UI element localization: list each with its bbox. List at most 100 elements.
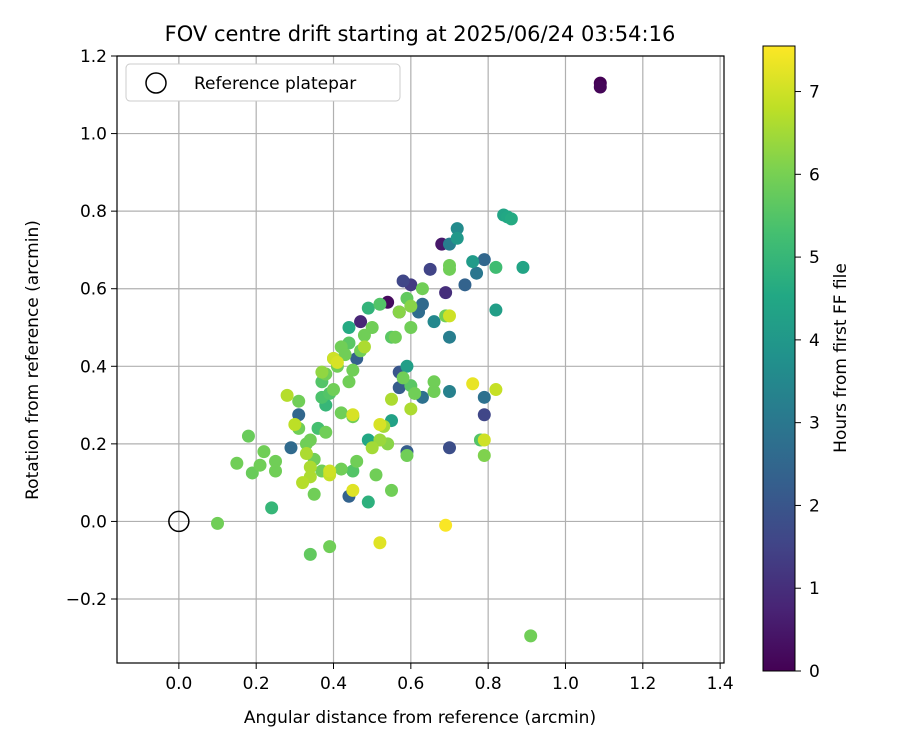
data-point (404, 321, 418, 335)
data-point (280, 388, 294, 402)
y-tick-label: 0.6 (80, 280, 107, 300)
data-point (241, 429, 255, 443)
data-point (442, 384, 456, 398)
data-point (334, 462, 348, 476)
colorbar-tick-label: 4 (809, 331, 820, 351)
data-point (265, 501, 279, 515)
data-point (450, 222, 464, 236)
y-tick-label: 0.0 (80, 512, 107, 532)
data-point (327, 383, 341, 397)
legend-reference-icon (145, 72, 167, 94)
colorbar-tick-label: 3 (809, 414, 820, 434)
data-point (477, 390, 491, 404)
data-point (489, 383, 503, 397)
x-tick-label: 0.2 (243, 674, 270, 694)
data-point (404, 402, 418, 416)
colorbar-tick-label: 1 (809, 579, 820, 599)
data-point (269, 464, 283, 478)
data-point (477, 448, 491, 462)
data-point (423, 262, 437, 276)
data-point (361, 495, 375, 509)
colorbar-tick-label: 6 (809, 165, 820, 185)
data-point (392, 305, 406, 319)
data-point (346, 408, 360, 422)
data-point (400, 359, 414, 373)
data-point (442, 441, 456, 455)
x-axis-ticks: 0.0 0.2 0.4 0.6 0.8 1.0 1.2 1.4 (165, 663, 734, 694)
data-point (450, 231, 464, 245)
data-point (342, 375, 356, 389)
data-point (296, 476, 310, 490)
colorbar-tick-label: 5 (809, 248, 820, 268)
data-points (211, 76, 607, 643)
data-point (253, 458, 267, 472)
data-point (466, 377, 480, 391)
data-point (369, 468, 383, 482)
data-point (350, 454, 364, 468)
data-point (385, 483, 399, 497)
data-point (524, 629, 538, 643)
data-point (427, 384, 441, 398)
data-point (415, 282, 429, 296)
data-point (211, 516, 225, 530)
colorbar: 0 1 2 3 4 5 6 7 Hours from first FF file (762, 45, 851, 682)
data-point (315, 365, 329, 379)
data-point (334, 406, 348, 420)
data-point (477, 408, 491, 422)
data-point (288, 417, 302, 431)
y-tick-label: 0.8 (80, 202, 107, 222)
data-point (330, 355, 344, 369)
data-point (307, 487, 321, 501)
y-tick-label: 0.4 (80, 357, 107, 377)
y-tick-label: 1.0 (80, 125, 107, 145)
x-tick-label: 1.2 (629, 674, 656, 694)
data-point (439, 518, 453, 532)
data-point (477, 253, 491, 267)
data-point (396, 274, 410, 288)
data-point (404, 299, 418, 313)
data-point (292, 394, 306, 408)
data-point (458, 278, 472, 292)
data-point (439, 286, 453, 300)
data-point (365, 321, 379, 335)
grid (117, 55, 724, 663)
data-point (396, 371, 410, 385)
data-point (427, 315, 441, 329)
data-point (442, 330, 456, 344)
y-axis-ticks: −0.2 0.0 0.2 0.4 0.6 0.8 1.0 1.2 (66, 47, 117, 610)
x-axis-label: Angular distance from reference (arcmin) (244, 708, 596, 728)
colorbar-tick-label: 0 (809, 662, 820, 682)
x-tick-label: 1.0 (552, 674, 579, 694)
x-tick-label: 0.6 (397, 674, 424, 694)
data-point (427, 375, 441, 389)
data-point (342, 321, 356, 335)
data-point (354, 315, 368, 329)
plot-frame (116, 55, 725, 664)
data-point (230, 456, 244, 470)
data-point (516, 260, 530, 274)
data-point (373, 297, 387, 311)
data-point (346, 363, 360, 377)
data-point (442, 258, 456, 272)
data-point (489, 303, 503, 317)
data-point (303, 433, 317, 447)
data-point (442, 309, 456, 323)
chart-title: FOV centre drift starting at 2025/06/24 … (165, 22, 676, 46)
data-point (323, 540, 337, 554)
data-point (466, 255, 480, 269)
data-point (489, 260, 503, 274)
data-point (373, 536, 387, 550)
data-point (477, 433, 491, 447)
colorbar-label: Hours from first FF file (831, 263, 851, 453)
x-tick-label: 0.8 (475, 674, 502, 694)
legend-box (125, 63, 401, 102)
data-point (257, 445, 271, 459)
data-point (373, 417, 387, 431)
data-point (400, 448, 414, 462)
legend-entry-reference: Reference platepar (194, 74, 356, 94)
colorbar-tick-label: 2 (809, 496, 820, 516)
colorbar-ticks: 0 1 2 3 4 5 6 7 (795, 83, 820, 682)
x-tick-label: 0.4 (320, 674, 347, 694)
data-point (504, 212, 518, 226)
